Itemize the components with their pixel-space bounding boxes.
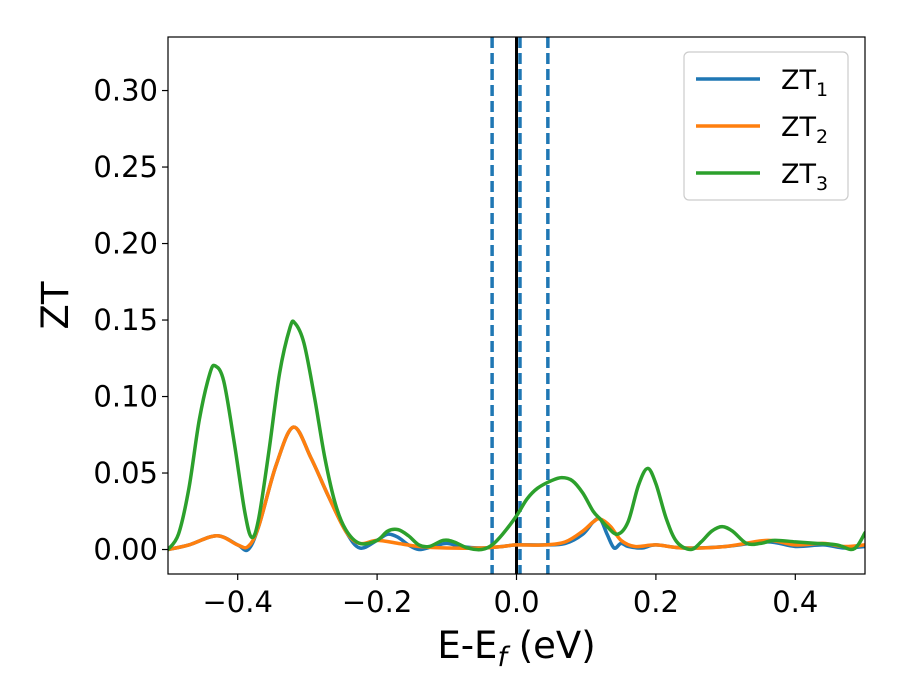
x-tick-label: −0.2 xyxy=(342,585,412,619)
vertical-reference-lines xyxy=(490,37,550,574)
x-tick-label: 0.4 xyxy=(772,585,818,619)
x-axis-ticks: −0.4 −0.2 0.0 0.2 0.4 xyxy=(202,574,818,619)
y-tick-label: 0.30 xyxy=(93,74,158,108)
y-tick-label: 0.05 xyxy=(93,456,158,490)
legend-label-zt3: ZT3 xyxy=(781,159,828,195)
y-tick-label: 0.10 xyxy=(93,380,158,414)
series-line-zt3 xyxy=(168,319,865,552)
y-tick-label: 0.25 xyxy=(93,150,158,184)
y-tick-label: 0.15 xyxy=(93,303,158,337)
x-tick-label: −0.4 xyxy=(202,585,272,619)
y-tick-label: 0.00 xyxy=(93,533,158,567)
legend-label-zt1: ZT1 xyxy=(781,65,828,101)
legend: ZT1 ZT2 ZT3 xyxy=(683,51,849,201)
x-tick-label: 0.2 xyxy=(633,585,679,619)
legend-box xyxy=(683,51,849,201)
y-axis-label: ZT xyxy=(34,281,77,329)
legend-label-zt2: ZT2 xyxy=(781,112,828,148)
x-tick-label: 0.0 xyxy=(493,585,539,619)
series-layer xyxy=(168,319,865,553)
y-axis-ticks: 0.00 0.05 0.10 0.15 0.20 0.25 0.30 xyxy=(93,74,168,567)
y-tick-label: 0.20 xyxy=(93,227,158,261)
x-axis-label: E-Ef (eV) xyxy=(437,624,595,673)
